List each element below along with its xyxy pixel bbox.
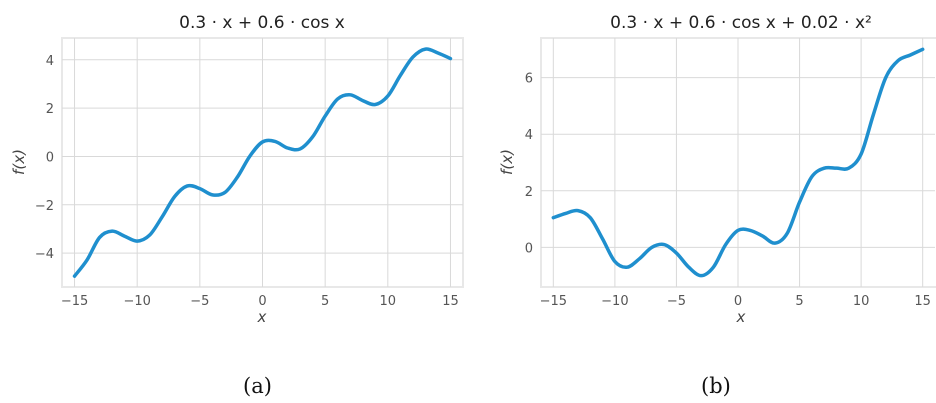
panel-b-series-line <box>551 47 925 278</box>
panel-b-caption: (b) <box>701 374 731 398</box>
x-tick-label: −15 <box>540 294 567 309</box>
y-tick-label: 0 <box>46 150 54 165</box>
panel-b: 0.3 · x + 0.6 · cos x + 0.02 · x² −15 −10… <box>498 13 936 326</box>
x-tick-label: 15 <box>442 294 459 309</box>
x-tick-label: 10 <box>853 294 870 309</box>
y-tick-label: −4 <box>35 247 54 262</box>
panel-b-plot-frame <box>540 37 936 288</box>
panel-b-grid <box>541 38 935 287</box>
x-tick-label: 5 <box>795 294 803 309</box>
panel-a-grid <box>62 38 463 287</box>
x-tick-label: 15 <box>914 294 931 309</box>
y-tick-label: 2 <box>525 185 533 200</box>
panel-a-y-axis-label: f(x) <box>10 149 28 175</box>
panel-a-y-ticks: −4 −2 0 2 4 <box>35 54 54 262</box>
panel-b-title: 0.3 · x + 0.6 · cos x + 0.02 · x² <box>610 13 872 33</box>
x-tick-label: 5 <box>321 294 329 309</box>
x-tick-label: −10 <box>123 294 150 309</box>
y-tick-label: 2 <box>46 102 54 117</box>
y-tick-label: 4 <box>525 128 533 143</box>
panel-a: 0.3 · x + 0.6 · cos x −15 −10 −5 0 5 10 15 −4−… <box>10 13 464 326</box>
y-tick-label: 0 <box>525 241 533 256</box>
panel-a-caption: (a) <box>243 374 272 398</box>
y-tick-label: −2 <box>35 199 54 214</box>
panel-b-x-axis-label: x <box>736 308 746 326</box>
x-tick-label: −5 <box>190 294 209 309</box>
x-tick-label: 0 <box>734 294 742 309</box>
x-tick-label: 0 <box>258 294 266 309</box>
x-tick-label: −15 <box>61 294 88 309</box>
panel-b-x-ticks: −15 −10 −5 0 5 10 15 <box>540 294 931 309</box>
panel-b-y-axis-label: f(x) <box>498 149 516 175</box>
y-tick-label: 6 <box>525 72 533 87</box>
x-tick-label: −5 <box>667 294 686 309</box>
x-tick-label: −10 <box>601 294 628 309</box>
panel-a-series-line <box>72 47 453 278</box>
panel-a-x-axis-label: x <box>257 308 267 326</box>
panel-a-title: 0.3 · x + 0.6 · cos x <box>179 13 345 33</box>
panel-a-x-ticks: −15 −10 −5 0 5 10 15 <box>61 294 459 309</box>
y-tick-label: 4 <box>46 54 54 69</box>
x-tick-label: 10 <box>380 294 397 309</box>
panel-b-y-ticks: 0 2 4 6 <box>525 72 533 257</box>
